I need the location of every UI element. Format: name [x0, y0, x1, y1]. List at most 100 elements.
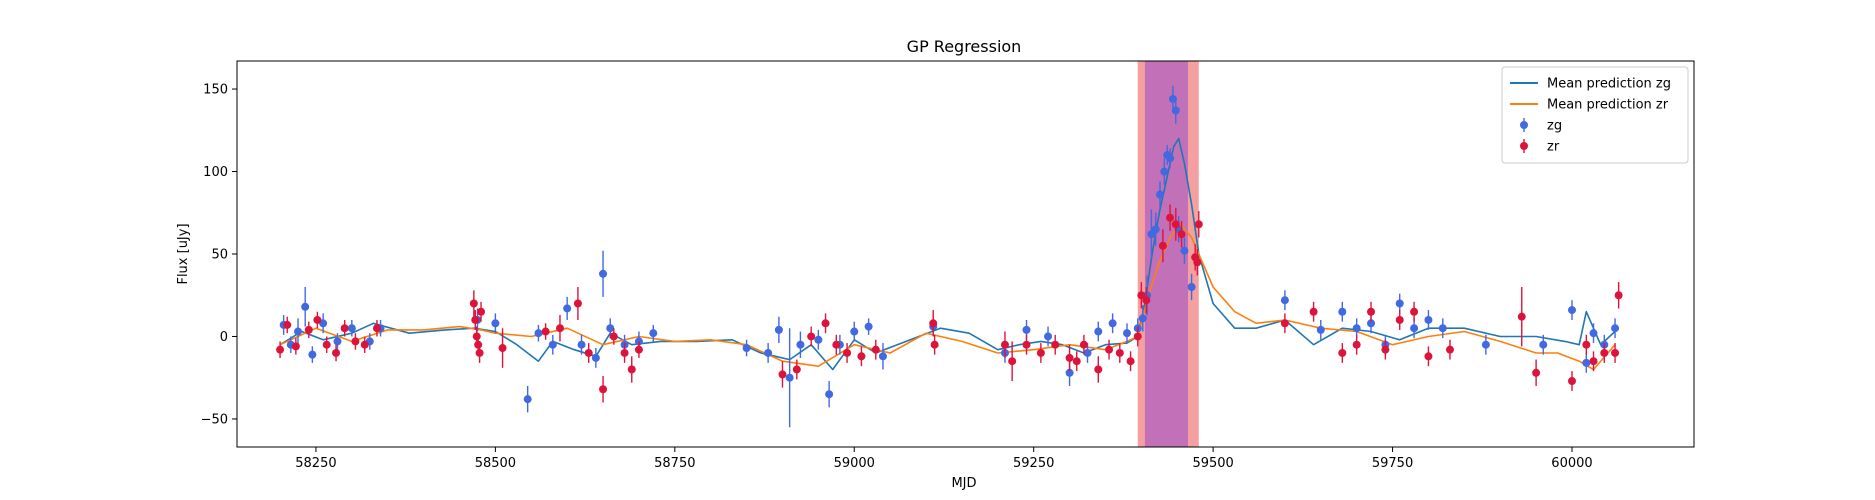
plot-area [276, 61, 1623, 447]
point-zr [1410, 307, 1419, 316]
point-zg [1094, 327, 1103, 336]
point-zg [785, 373, 794, 382]
y-tick-label: 0 [220, 330, 228, 345]
x-tick-label: 58250 [295, 456, 336, 471]
point-zr [1022, 340, 1031, 349]
point-zr [1582, 340, 1591, 349]
legend-label-mean-prediction-zg: Mean prediction zg [1547, 77, 1671, 92]
point-zg [563, 304, 572, 313]
point-zr [372, 324, 381, 333]
chart-title: GP Regression [907, 37, 1022, 56]
point-zr [1051, 340, 1060, 349]
legend-label-zr: zr [1547, 140, 1560, 155]
point-zg [294, 327, 303, 336]
point-zr [1137, 291, 1146, 300]
point-zg [523, 395, 532, 404]
point-zg [742, 344, 751, 353]
point-zr [1115, 348, 1124, 357]
point-zg [1187, 282, 1196, 291]
point-zr [332, 348, 341, 357]
point-zr [1194, 220, 1203, 229]
point-zr [1079, 340, 1088, 349]
point-zg [534, 329, 543, 338]
point-zg [1122, 329, 1131, 338]
x-axis-label: MJD [951, 476, 976, 491]
point-zg [1582, 358, 1591, 367]
point-zr [857, 352, 866, 361]
point-zg [1166, 154, 1175, 163]
point-zg [1567, 306, 1576, 315]
y-tick-label: 100 [203, 165, 228, 180]
point-zr [1171, 220, 1180, 229]
point-zg [1367, 319, 1376, 328]
point-zr [1600, 348, 1609, 357]
point-zr [276, 345, 285, 354]
point-zg [1316, 325, 1325, 334]
point-zr [792, 365, 801, 374]
point-zr [1611, 348, 1620, 357]
legend-label-mean-prediction-zr: Mean prediction zr [1547, 98, 1669, 113]
point-zr [498, 344, 507, 353]
point-zg [1138, 314, 1147, 323]
point-zg [814, 335, 823, 344]
point-zr [843, 348, 852, 357]
x-tick-label: 59500 [1192, 456, 1233, 471]
point-zg [1156, 190, 1165, 199]
point-zr [1166, 213, 1175, 222]
x-tick-label: 58750 [654, 456, 695, 471]
point-zg [548, 340, 557, 349]
series-zr [276, 204, 1623, 403]
point-zr [832, 340, 841, 349]
point-zr [1381, 345, 1390, 354]
point-zr [360, 340, 369, 349]
point-zr [573, 299, 582, 308]
x-tick-label: 59750 [1372, 456, 1413, 471]
point-zr [627, 365, 636, 374]
y-tick-label: 50 [211, 248, 228, 263]
point-zg [1022, 325, 1031, 334]
point-zg [1168, 94, 1177, 103]
point-zr [778, 370, 787, 379]
point-zr [821, 319, 830, 328]
point-zr [541, 327, 550, 336]
point-zg [606, 324, 615, 333]
point-zr [1367, 307, 1376, 316]
point-zr [1338, 348, 1347, 357]
point-zr [929, 319, 938, 328]
plot-content [276, 61, 1623, 447]
point-zr [1589, 357, 1598, 366]
point-zr [1567, 377, 1576, 386]
legend-marker-zr [1520, 142, 1528, 150]
point-zg [1160, 167, 1169, 176]
point-zr [471, 315, 480, 324]
legend-box [1501, 66, 1689, 164]
point-zr [1424, 352, 1433, 361]
point-zg [1410, 324, 1419, 333]
legend-label-zg: zg [1547, 119, 1562, 134]
point-zg [1338, 307, 1347, 316]
legend-marker-zg [1520, 121, 1528, 129]
point-zr [472, 332, 481, 341]
point-zr [1065, 353, 1074, 362]
point-zr [340, 324, 349, 333]
point-zr [474, 340, 483, 349]
point-zr [1280, 319, 1289, 328]
series-zg [279, 85, 1620, 428]
point-zr [1517, 312, 1526, 321]
point-zr [1126, 357, 1135, 366]
point-zg [301, 302, 310, 311]
point-zg [1083, 348, 1092, 357]
point-zr [475, 348, 484, 357]
point-zg [864, 322, 873, 331]
point-zg [491, 319, 500, 328]
point-zg [1065, 368, 1074, 377]
point-zr [1309, 307, 1318, 316]
point-zr [1036, 348, 1045, 357]
point-zg [878, 352, 887, 361]
point-zg [1352, 324, 1361, 333]
point-zr [1193, 258, 1202, 267]
x-tick-label: 58500 [475, 456, 516, 471]
point-zr [477, 307, 486, 316]
point-zr [1142, 296, 1151, 305]
